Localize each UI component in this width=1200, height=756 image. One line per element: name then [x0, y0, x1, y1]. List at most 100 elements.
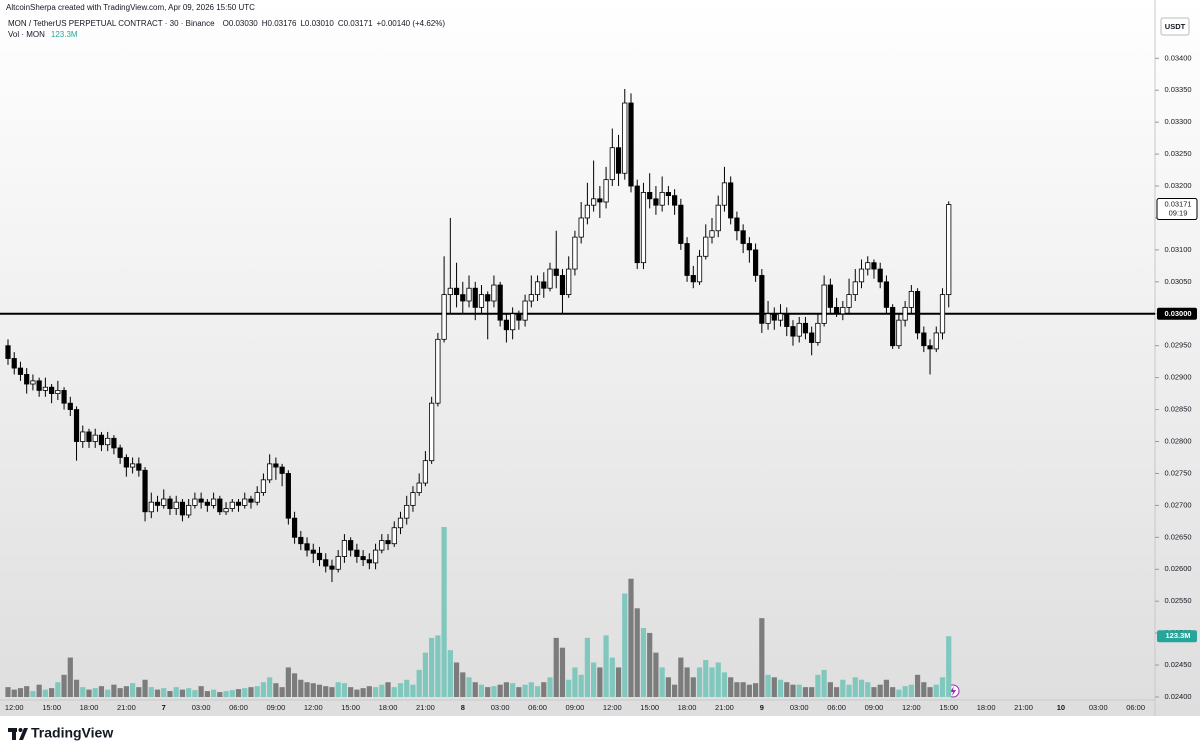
candle-body: [404, 504, 410, 519]
candle-body: [341, 540, 348, 557]
candle-body: [385, 540, 391, 545]
volume-bar: [217, 692, 223, 697]
volume-bar: [24, 686, 30, 697]
candle-body: [416, 482, 422, 494]
volume-bar: [291, 673, 298, 697]
candle-body: [279, 466, 285, 474]
x-tick-label: 12:00: [5, 703, 24, 712]
candle-body: [204, 501, 210, 506]
volume-bar: [391, 687, 397, 697]
candle-body: [715, 204, 721, 232]
volume-bar: [634, 608, 640, 697]
candle-body: [939, 294, 946, 334]
volume-bar: [285, 667, 291, 697]
volume-bar: [223, 691, 229, 697]
volume-bar: [117, 688, 123, 697]
candle-body: [628, 102, 634, 187]
volume-bar: [672, 684, 678, 697]
candle-body: [734, 217, 740, 232]
currency: USDT: [1165, 22, 1186, 31]
candle-body: [908, 291, 914, 308]
x-tick-label: 18:00: [977, 703, 996, 712]
candle-body: [173, 501, 179, 509]
candle-body: [316, 552, 323, 561]
candle-body: [771, 313, 777, 321]
candle-body: [821, 284, 827, 324]
volume-bar: [304, 682, 310, 697]
candle-body: [235, 501, 242, 506]
volume-bar: [628, 578, 634, 697]
volume-bar: [796, 684, 802, 697]
candle-body: [827, 284, 833, 308]
x-tick-label: 15:00: [640, 703, 659, 712]
candle-body: [291, 517, 298, 538]
candle-body: [883, 281, 890, 308]
volume-bar: [298, 679, 304, 697]
volume-bar: [5, 687, 11, 697]
y-tick-label: 0.02700: [1164, 500, 1191, 509]
volume-bar: [528, 682, 534, 697]
x-tick-label: 15:00: [341, 703, 360, 712]
x-tick-label: 21:00: [715, 703, 734, 712]
candle-body: [846, 294, 852, 308]
volume-bar: [871, 687, 877, 697]
volume-bar: [840, 679, 846, 697]
volume-bar: [858, 679, 865, 697]
y-tick-label: 0.03100: [1164, 245, 1191, 254]
candle-body: [709, 230, 715, 238]
volume-bar: [572, 667, 578, 697]
candle-body: [354, 549, 360, 557]
candle-body: [921, 332, 927, 347]
candle-body: [260, 479, 267, 494]
volume-bar: [248, 687, 254, 697]
volume-bar: [497, 684, 503, 697]
candle-body: [478, 294, 485, 308]
candle-body: [161, 498, 167, 506]
volume-bar: [316, 684, 323, 697]
volume-bar: [260, 682, 267, 697]
x-tick-label: 03:00: [192, 703, 211, 712]
volume-bar: [335, 682, 341, 697]
volume-bar: [310, 683, 316, 697]
candle-body: [696, 255, 703, 283]
candle-body: [329, 565, 335, 570]
candle-body: [17, 367, 24, 375]
candle-body: [914, 291, 921, 334]
volume-bar: [883, 679, 890, 697]
x-tick-label: 03:00: [1089, 703, 1108, 712]
volume-bar: [622, 593, 628, 697]
y-tick-label: 0.03250: [1164, 149, 1191, 158]
legend-change: +0.00140 (+4.62%): [377, 19, 446, 28]
candle-body: [5, 345, 11, 359]
candle-body: [871, 262, 877, 270]
candle-body: [98, 434, 105, 446]
candle-body: [653, 198, 659, 206]
x-tick-label: 06:00: [827, 703, 846, 712]
volume-bar: [740, 682, 746, 697]
candle-body: [148, 501, 154, 513]
volume-bar: [759, 618, 765, 697]
candle-body: [429, 402, 435, 462]
candle-body: [728, 182, 734, 219]
volume-badge-label: 123.3M: [1165, 631, 1190, 640]
volume-bar: [578, 674, 584, 697]
candle-body: [796, 322, 802, 337]
candle-body: [740, 230, 746, 244]
volume-bar: [435, 635, 441, 697]
volume-bar: [659, 667, 665, 697]
volume-bar: [890, 687, 896, 697]
volume-bar: [491, 686, 497, 697]
volume-bar: [179, 689, 186, 697]
y-tick-label: 0.02850: [1164, 405, 1191, 414]
volume-bar: [447, 650, 453, 697]
volume-bar: [42, 689, 48, 697]
candle-body: [86, 431, 92, 442]
legend-value: 0.03010: [305, 19, 334, 28]
volume-bar: [472, 682, 478, 697]
x-tick-label: 06:00: [229, 703, 248, 712]
volume-bar: [678, 657, 684, 697]
volume-bar: [640, 628, 647, 697]
volume-bar: [192, 690, 198, 697]
background: [0, 0, 1200, 716]
candle-body: [24, 374, 30, 385]
